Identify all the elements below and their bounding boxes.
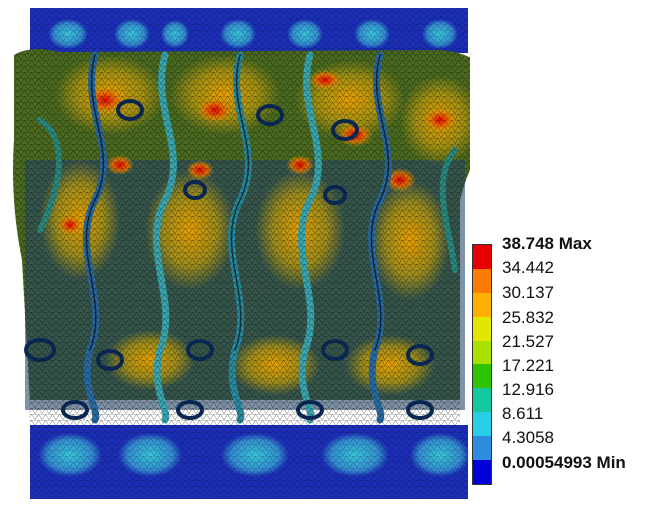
lattice-mesh xyxy=(13,49,470,425)
legend-swatch xyxy=(473,268,491,293)
legend-tick-label: 8.611 xyxy=(502,404,544,423)
legend-swatch xyxy=(473,436,491,461)
stress-legend: 38.748 Max 34.442 30.137 25.832 21.527 1… xyxy=(472,234,648,488)
fea-stress-contour-plot xyxy=(13,8,470,499)
legend-tick-label: 34.442 xyxy=(502,258,554,277)
legend-swatch xyxy=(473,460,491,484)
legend-swatch xyxy=(473,245,491,269)
legend-swatch xyxy=(473,316,491,341)
legend-swatch xyxy=(473,340,491,365)
legend-swatch xyxy=(473,292,491,317)
legend-tick-label: 4.3058 xyxy=(502,428,554,447)
legend-color-bar xyxy=(472,244,492,485)
legend-swatch xyxy=(473,364,491,389)
legend-min-label: 0.00054993 Min xyxy=(502,453,626,472)
legend-tick-label: 12.916 xyxy=(502,380,554,399)
legend-tick-label: 25.832 xyxy=(502,308,554,327)
legend-tick-label: 21.527 xyxy=(502,332,554,351)
legend-max-label: 38.748 Max xyxy=(502,234,592,253)
legend-tick-label: 17.221 xyxy=(502,356,554,375)
legend-tick-label: 30.137 xyxy=(502,283,554,302)
legend-swatch xyxy=(473,412,491,437)
legend-swatch xyxy=(473,388,491,413)
